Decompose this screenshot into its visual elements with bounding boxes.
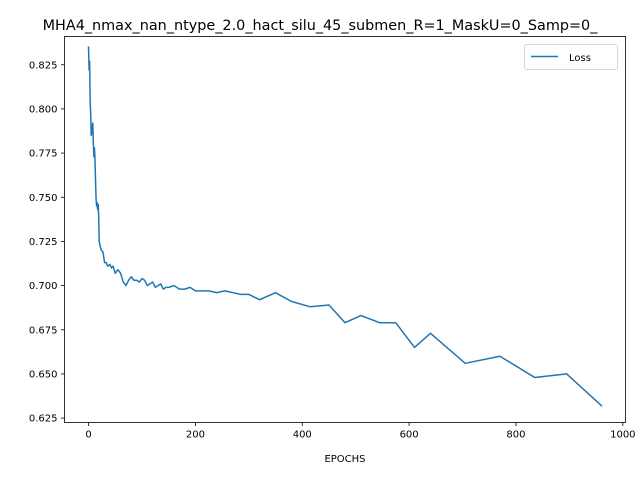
x-axis-ticks: 0 200 400 600 800 1000 [85, 422, 636, 441]
y-tick-label: 0.650 [29, 370, 58, 381]
x-tick-label: 800 [506, 430, 525, 441]
y-tick-label: 0.725 [29, 237, 58, 248]
y-axis-ticks: 0.625 0.650 0.675 0.700 0.725 0.750 0.775 0.800… [29, 60, 65, 425]
plot-frame [64, 36, 626, 423]
loss-series-line [87, 46, 603, 407]
chart-title: MHA4_nmax_nan_ntype_2.0_hact_silu_45_sub… [43, 18, 599, 34]
y-tick-label: 0.825 [29, 60, 58, 71]
y-tick-label: 0.750 [29, 193, 58, 204]
y-tick-label: 0.625 [29, 414, 58, 425]
legend-box [524, 44, 618, 70]
plot-area [64, 36, 626, 423]
x-tick-label: 400 [293, 430, 312, 441]
x-tick-label: 1000 [610, 430, 635, 441]
y-tick-label: 0.800 [29, 105, 58, 116]
y-tick-label: 0.775 [29, 149, 58, 160]
x-axis-label: EPOCHS [324, 454, 365, 465]
x-tick-label: 600 [400, 430, 419, 441]
x-tick-label: 200 [186, 430, 205, 441]
legend: Loss [524, 44, 618, 70]
x-tick-label: 0 [85, 430, 91, 441]
legend-label-loss: Loss [569, 53, 591, 64]
y-tick-label: 0.700 [29, 281, 58, 292]
y-tick-label: 0.675 [29, 325, 58, 336]
